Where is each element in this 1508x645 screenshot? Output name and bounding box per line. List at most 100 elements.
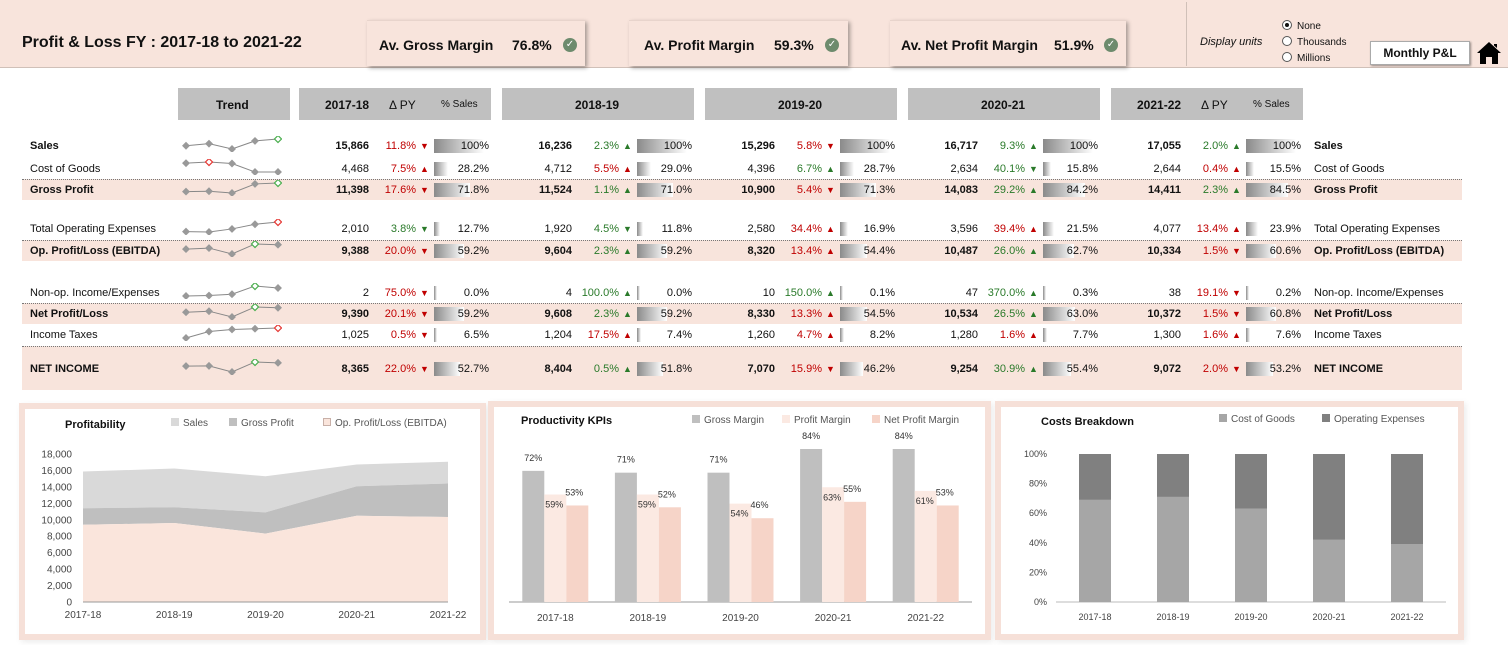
pct-sales-bar: [840, 362, 863, 376]
bar-profit-margin: [822, 487, 845, 602]
sparkline-marker: [228, 325, 236, 334]
radio-dot[interactable]: [1282, 52, 1292, 62]
row-label-right: Op. Profit/Loss (EBITDA): [1314, 245, 1445, 257]
x-tick-label: 2019-20: [722, 613, 759, 624]
highlight-band: [22, 346, 1462, 390]
bar-operating-expenses: [1391, 454, 1423, 545]
delta-py-cell: 0.5%: [593, 363, 619, 375]
trend-header: Trend: [178, 88, 290, 120]
bar-net-profit-margin: [844, 501, 867, 602]
pct-sales-bar: [637, 139, 687, 153]
delta-py-cell: 2.0%: [1202, 140, 1228, 152]
pct-sales-bar: [1043, 286, 1046, 300]
bar-operating-expenses: [1313, 454, 1345, 540]
delta-py-cell: 150.0%: [784, 287, 822, 299]
row-label: Total Operating Expenses: [30, 223, 156, 235]
bar-profit-margin: [914, 490, 937, 602]
arrow-up-icon: ▲: [826, 164, 835, 174]
highlight-band: [22, 303, 1462, 324]
pct-sales-bar: [637, 362, 663, 376]
arrow-down-icon: ▼: [623, 224, 632, 234]
pct-sales-bar: [637, 162, 651, 176]
sparkline-marker: [182, 187, 190, 196]
area-ebitda: [83, 515, 448, 602]
pct-sales-cell: 62.7%: [1066, 245, 1098, 257]
pct-sales-bar: [637, 183, 673, 197]
y-tick-label: 40%: [1029, 538, 1047, 548]
pct-sales-cell: 28.2%: [457, 163, 489, 175]
pct-sales-cell: 60.6%: [1269, 245, 1301, 257]
pct-sales-cell: 15.5%: [1269, 163, 1301, 175]
legend-cost-of-goods: Cost of Goods: [1219, 414, 1295, 425]
bar-cost-of-goods: [1235, 508, 1267, 602]
pct-sales-bar: [1246, 222, 1258, 236]
sparkline-marker: [273, 325, 282, 333]
row-divider: [22, 303, 1462, 304]
radio-label: Thousands: [1297, 37, 1347, 48]
trend-sparkline: [182, 304, 282, 320]
arrow-up-icon: ▲: [826, 309, 835, 319]
radio-millions[interactable]: Millions: [1282, 52, 1330, 64]
arrow-up-icon: ▲: [623, 309, 632, 319]
bar-gross-margin: [800, 449, 823, 602]
kpi-value: 51.9%: [1054, 37, 1094, 53]
bar-profit-margin: [636, 494, 659, 602]
value-cell: 8,320: [747, 245, 775, 257]
legend-swatch: [229, 418, 237, 426]
year-header-label: 2019-20: [778, 98, 823, 112]
bar-gross-margin: [522, 470, 545, 602]
legend-swatch: [692, 415, 700, 423]
pct-sales-cell: 52.7%: [457, 363, 489, 375]
y-tick-label: 60%: [1029, 508, 1047, 518]
pct-sales-bar: [1246, 328, 1250, 342]
row-label-right: Sales: [1314, 140, 1343, 152]
legend-swatch: [1219, 414, 1227, 422]
bar-gross-margin: [707, 472, 730, 602]
radio-dot[interactable]: [1282, 20, 1292, 30]
pct-sales-bar: [637, 307, 667, 321]
home-icon[interactable]: [1476, 40, 1502, 66]
arrow-down-icon: ▼: [826, 141, 835, 151]
pct-sales-cell: 60.8%: [1269, 308, 1301, 320]
row-label-right: NET INCOME: [1314, 363, 1384, 375]
pct-sales-cell: 100%: [1069, 140, 1098, 152]
pct-sales-bar: [1246, 307, 1276, 321]
bar-cost-of-goods: [1157, 496, 1189, 602]
arrow-up-icon: ▲: [623, 364, 632, 374]
delta-py-cell: 100.0%: [581, 287, 619, 299]
arrow-up-icon: ▲: [1029, 330, 1038, 340]
data-label: 61%: [916, 496, 934, 506]
data-label: 59%: [638, 500, 656, 510]
sparkline-marker: [182, 362, 190, 371]
legend-label: Gross Margin: [704, 415, 765, 426]
sparkline-marker: [251, 180, 259, 188]
row-label: Op. Profit/Loss (EBITDA): [30, 245, 161, 257]
year-header-2021-22: 2021-22 Δ PY % Sales: [1111, 88, 1303, 120]
pct-sales-cell: 0.0%: [666, 287, 692, 299]
bar-net-profit-margin: [936, 505, 959, 602]
value-cell: 10,487: [944, 245, 978, 257]
radio-dot[interactable]: [1282, 36, 1292, 46]
radio-label: None: [1297, 21, 1321, 32]
y-tick-label: 20%: [1029, 567, 1047, 577]
pct-sales-cell: 6.5%: [463, 329, 489, 341]
pct-sales-cell: 59.2%: [660, 245, 692, 257]
delta-py-cell: 13.3%: [790, 308, 822, 320]
bar-net-profit-margin: [566, 505, 589, 602]
monthly-pl-button[interactable]: Monthly P&L: [1370, 41, 1470, 65]
arrow-up-icon: ▲: [1029, 224, 1038, 234]
delta-py-cell: 75.0%: [384, 287, 416, 299]
radio-none[interactable]: None: [1282, 20, 1321, 32]
delta-py-cell: 13.4%: [790, 245, 822, 257]
sparkline-marker: [251, 168, 259, 175]
bar-profit-margin: [729, 503, 752, 602]
row-label-right: Total Operating Expenses: [1314, 223, 1440, 235]
pct-sales-bar: [840, 183, 876, 197]
value-cell: 3,596: [950, 223, 978, 235]
pct-sales-bar: [434, 183, 470, 197]
radio-thousands[interactable]: Thousands: [1282, 36, 1346, 48]
arrow-down-icon: ▼: [420, 330, 429, 340]
arrow-up-icon: ▲: [826, 246, 835, 256]
row-label-right: Net Profit/Loss: [1314, 308, 1393, 320]
row-label: Income Taxes: [30, 329, 98, 341]
